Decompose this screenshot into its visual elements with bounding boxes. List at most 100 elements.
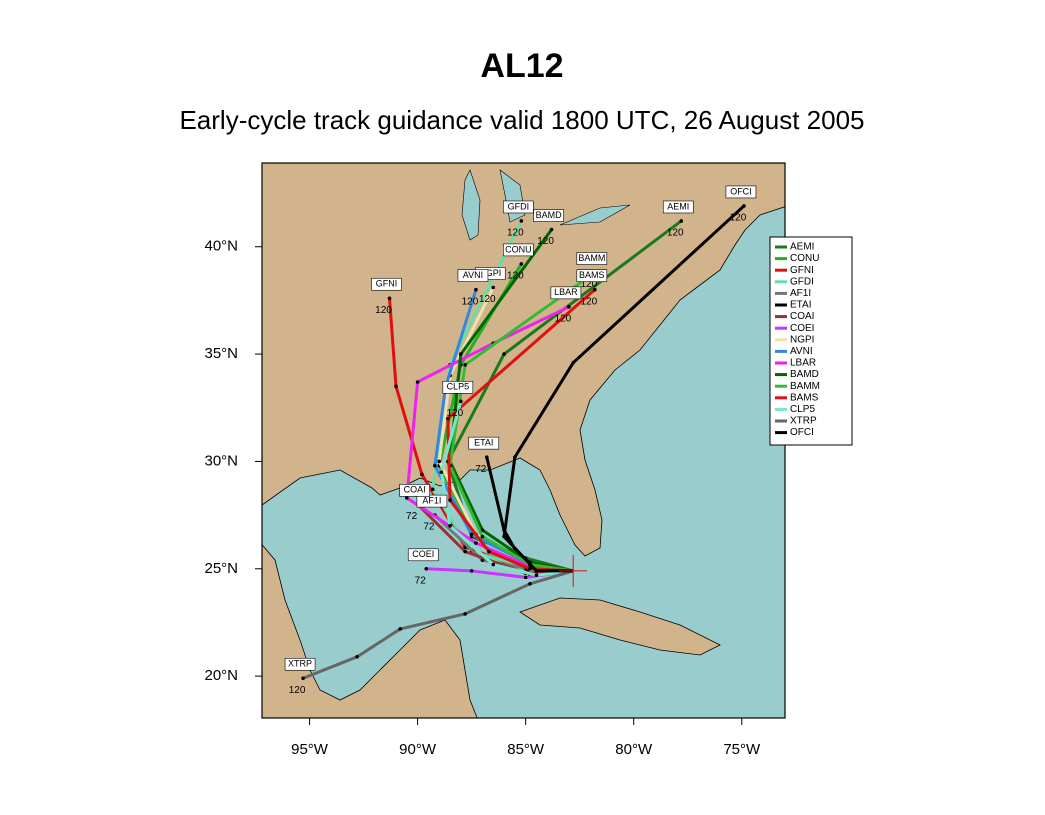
track-name-box — [416, 494, 448, 508]
track-point — [415, 380, 420, 384]
y-tick-label: 35°N — [204, 345, 238, 362]
forecast-hour-label: 120 — [479, 294, 496, 305]
track-point — [567, 305, 571, 309]
track-point — [502, 352, 506, 356]
track-point — [534, 569, 539, 573]
y-tick-label: 40°N — [204, 238, 238, 255]
track-point — [480, 534, 485, 539]
track-point — [420, 472, 424, 477]
track-name-box — [442, 381, 474, 394]
legend-label: LBAR — [790, 358, 816, 369]
legend-label: AVNI — [790, 346, 813, 357]
track-name-label: COAI — [404, 485, 426, 495]
track-name-box — [407, 548, 439, 562]
forecast-hour-label: 72 — [475, 464, 487, 475]
track-point — [528, 566, 532, 571]
track-point — [487, 549, 491, 554]
forecast-hour-label: 72 — [406, 511, 418, 522]
ocean — [262, 206, 785, 718]
track-name-label: BAMD — [536, 210, 563, 220]
track-point — [571, 360, 576, 365]
track-name-box — [533, 209, 564, 222]
track-name-label: OFCI — [730, 186, 752, 196]
legend-label: ETAI — [790, 300, 811, 311]
track-name-label: BAMM — [578, 253, 605, 263]
legend-label: NGPI — [790, 334, 814, 345]
track-point — [549, 227, 554, 232]
forecast-hour-label: 120 — [580, 279, 597, 290]
track-point — [513, 455, 517, 459]
forecast-hour-label: 120 — [507, 228, 524, 239]
track-point — [394, 384, 398, 389]
y-tick-label: 30°N — [204, 452, 238, 469]
forecast-hour-label: 120 — [375, 305, 392, 316]
x-tick-label: 80°W — [615, 741, 653, 758]
track-point — [474, 287, 478, 292]
legend-label: COAI — [790, 311, 814, 322]
track-name-box — [725, 185, 757, 199]
track-name-box — [457, 269, 489, 282]
track-point — [301, 676, 305, 681]
track-point — [502, 534, 506, 539]
forecast-hour-label: 120 — [507, 271, 524, 282]
forecast-hour-label: 120 — [446, 408, 463, 419]
track-name-label: XTRP — [288, 659, 312, 669]
track-name-label: CLP5 — [447, 382, 470, 392]
track-name-label: AVNI — [463, 270, 483, 280]
track-name-label: LBAR — [554, 287, 578, 297]
subtitle: Early-cycle track guidance valid 1800 UT… — [179, 105, 864, 135]
track-point — [430, 487, 435, 492]
track-point — [387, 296, 392, 301]
track-name-box — [576, 269, 608, 282]
track-line — [448, 228, 574, 573]
cuba — [519, 597, 721, 656]
forecast-hour-label: 120 — [580, 296, 597, 307]
legend-label: COEI — [790, 323, 814, 334]
track-name-box — [468, 436, 500, 450]
track-point — [474, 541, 478, 545]
track-point — [679, 219, 684, 223]
legend: AEMICONUGFNIGFDIAF1IETAICOAICOEINGPIAVNI… — [769, 236, 853, 446]
track-point — [534, 573, 539, 578]
track-name-box — [550, 286, 582, 300]
track-point — [433, 463, 437, 468]
track-point — [742, 204, 746, 208]
legend-label: OFCI — [790, 427, 814, 438]
track-point — [398, 627, 403, 631]
track-line — [448, 271, 596, 573]
title: AL12 — [480, 47, 563, 85]
track-point — [404, 496, 409, 500]
track-line — [302, 569, 574, 680]
track-name-label: BAMS — [579, 270, 605, 280]
track-name-box — [399, 484, 430, 497]
axes: 95°W 90°W 85°W 80°W 75°W 20°N 25°N 30°N 35°N 40°N — [204, 238, 761, 758]
y-tick-label: 20°N — [204, 667, 238, 684]
track-line — [446, 288, 596, 573]
forecast-hour-label: 120 — [289, 685, 306, 696]
track-point — [463, 612, 467, 616]
track-name-label: CONU — [505, 244, 532, 254]
track-point — [469, 569, 474, 573]
track-name-box — [576, 252, 608, 265]
x-tick-label: 85°W — [507, 741, 545, 758]
track-point — [484, 455, 489, 459]
forecast-hour-label: 72 — [415, 575, 427, 586]
track-point — [463, 363, 467, 367]
track-point — [519, 219, 524, 223]
track-name-box — [371, 277, 402, 291]
track-point — [424, 566, 429, 571]
track-point — [355, 655, 359, 659]
track-point — [519, 262, 524, 266]
legend-label: BAMM — [790, 381, 820, 392]
y-tick-label: 25°N — [204, 560, 238, 577]
track-name-label: GFNI — [376, 279, 398, 289]
legend-label: AEMI — [790, 242, 814, 253]
legend-label: AF1I — [790, 288, 811, 299]
legend-label: BAMD — [790, 369, 819, 380]
track-point — [459, 399, 463, 404]
legend-label: XTRP — [790, 416, 817, 427]
forecast-hour-label: 120 — [555, 313, 572, 324]
track-point — [439, 470, 444, 474]
track-point — [469, 532, 474, 537]
track-name-label: NGPI — [479, 268, 501, 278]
